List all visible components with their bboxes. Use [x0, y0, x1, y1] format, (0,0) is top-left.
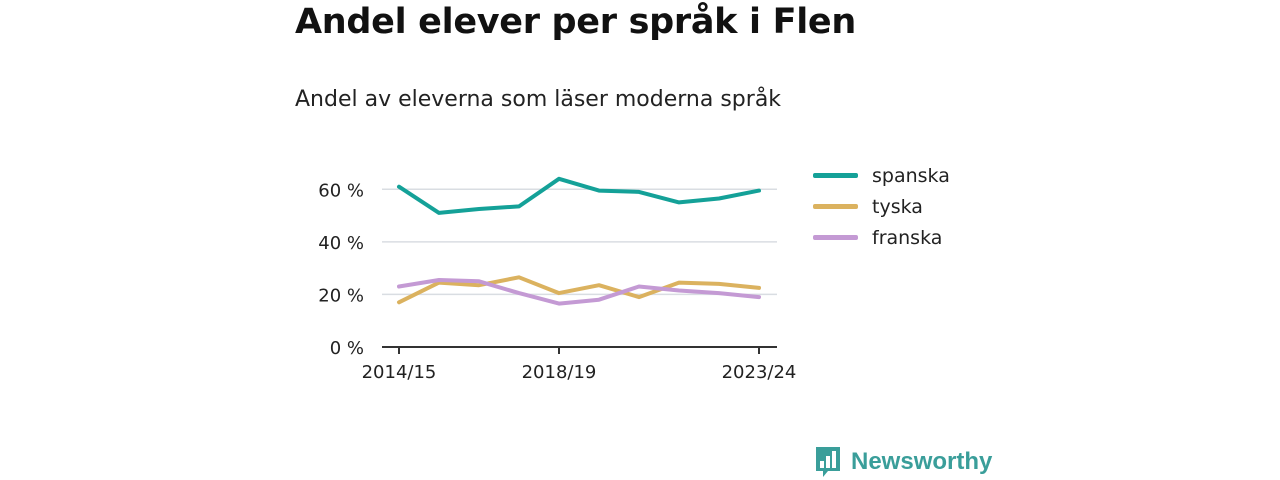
chart-title: Andel elever per språk i Flen: [295, 2, 856, 42]
y-tick-label: 60 %: [318, 180, 364, 201]
x-tick-label: 2023/24: [722, 362, 797, 383]
legend-label: tyska: [872, 195, 923, 218]
y-tick-label: 20 %: [318, 285, 364, 306]
brand-name: Newsworthy: [851, 448, 993, 475]
series-line-franska: [397, 278, 761, 306]
brand-logo: Newsworthy: [814, 445, 992, 479]
series-layer: [397, 176, 761, 306]
x-tick-label: 2014/15: [362, 362, 437, 383]
legend: spanska tyska franska: [813, 160, 950, 253]
legend-item-tyska: tyska: [813, 191, 950, 222]
legend-item-franska: franska: [813, 222, 950, 253]
series-line-tyska: [397, 275, 761, 305]
chart-subtitle: Andel av eleverna som läser moderna språ…: [295, 87, 782, 112]
legend-label: franska: [872, 226, 943, 249]
legend-item-spanska: spanska: [813, 160, 950, 191]
newsworthy-logo-icon: [816, 447, 840, 477]
y-tick-label: 40 %: [318, 233, 364, 254]
legend-swatch: [813, 204, 858, 209]
x-tick-label: 2018/19: [522, 362, 597, 383]
y-tick-label: 0 %: [330, 338, 364, 359]
series-line-spanska: [397, 176, 761, 215]
legend-label: spanska: [872, 164, 950, 187]
legend-swatch: [813, 235, 858, 240]
legend-swatch: [813, 173, 858, 178]
axis-layer: 0 % 20 % 40 % 60 % 2014/15 2018/19 2023/24: [318, 180, 796, 383]
